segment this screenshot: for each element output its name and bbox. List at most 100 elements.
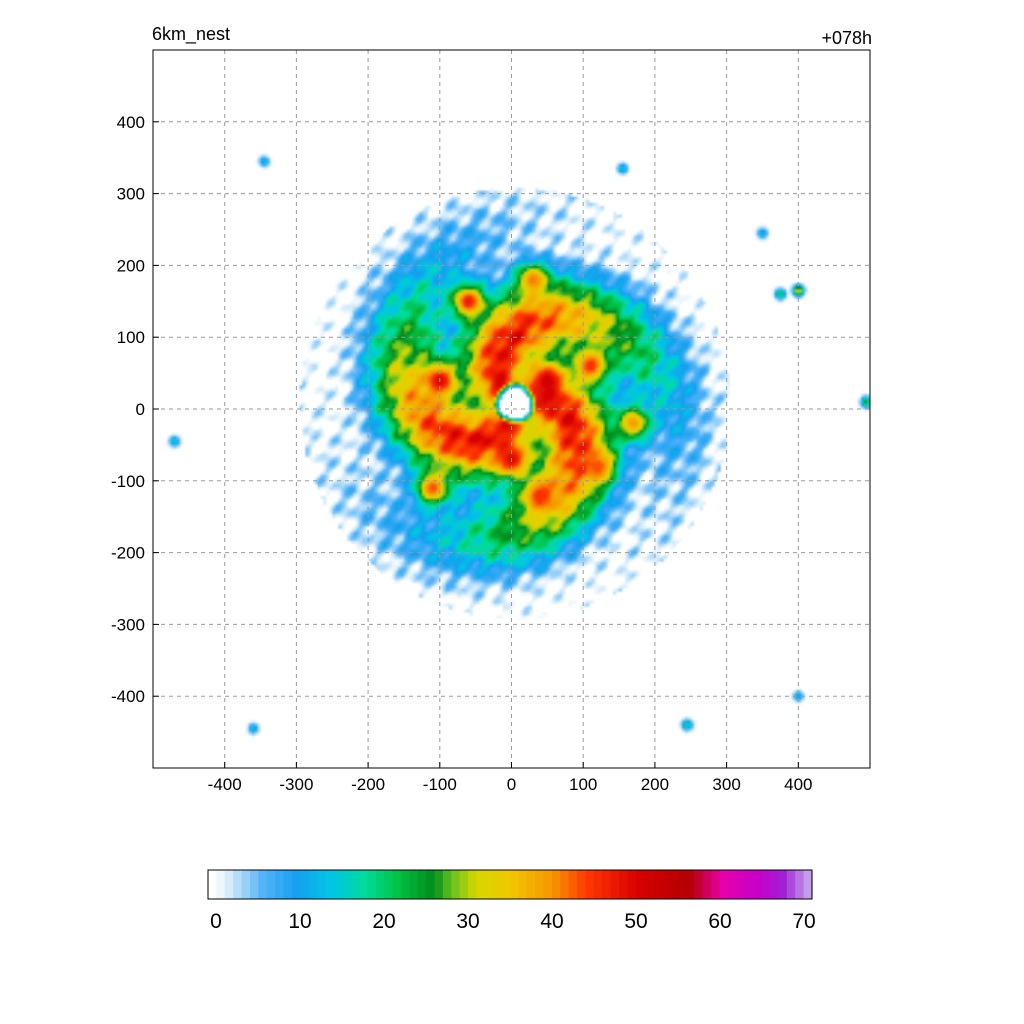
colorbar-segment	[551, 870, 561, 899]
colorbar-segment	[342, 870, 352, 899]
colorbar-segment	[619, 870, 629, 899]
colorbar-tick-label: 0	[210, 910, 222, 933]
colorbar-segment	[501, 870, 511, 899]
colorbar-segment	[442, 870, 452, 899]
forecast-time-label: +078h	[821, 28, 872, 48]
colorbar-tick-label: 60	[708, 910, 731, 933]
colorbar-segment	[702, 870, 712, 899]
colorbar-ticks: 0 10 20 30 40 50 60 70	[210, 910, 816, 933]
colorbar-segment	[568, 870, 578, 899]
colorbar-tick-label: 40	[540, 910, 563, 933]
y-tick-label: 200	[117, 256, 145, 275]
colorbar-segment	[627, 870, 637, 899]
colorbar-segment	[795, 870, 805, 899]
y-tick-label: -100	[111, 472, 145, 491]
colorbar-segment	[786, 870, 796, 899]
colorbar-segment	[359, 870, 368, 899]
colorbar-tick-label: 70	[792, 910, 815, 933]
chart-title: 6km_nest	[152, 24, 230, 45]
colorbar-segment	[468, 870, 478, 899]
colorbar-segment	[350, 870, 360, 899]
colorbar-segment	[585, 870, 595, 899]
x-tick-label: 400	[784, 775, 812, 794]
x-tick-label: 300	[712, 775, 740, 794]
colorbar-segment	[535, 870, 545, 899]
colorbar-segment	[224, 870, 234, 899]
colorbar-segment	[451, 870, 461, 899]
colorbar-segment	[291, 870, 301, 899]
colorbar-segment	[635, 870, 645, 899]
colorbar-segment	[728, 870, 738, 899]
y-tick-label: -300	[111, 615, 145, 634]
colorbar-segment	[325, 870, 335, 899]
colorbar-segment	[593, 870, 603, 899]
colorbar-segment	[753, 870, 763, 899]
colorbar-segment	[669, 870, 679, 899]
colorbar-segment	[560, 870, 570, 899]
colorbar-segment	[233, 870, 243, 899]
y-tick-label: 0	[136, 400, 145, 419]
colorbar-segment	[409, 870, 419, 899]
reflectivity-field	[153, 50, 870, 768]
x-tick-label: 200	[641, 775, 669, 794]
colorbar-segment	[249, 870, 259, 899]
colorbar-segment	[711, 870, 721, 899]
colorbar	[207, 869, 813, 900]
colorbar-segment	[459, 870, 469, 899]
colorbar-segment	[434, 870, 444, 899]
colorbar-segment	[317, 870, 327, 899]
colorbar-segment	[275, 870, 285, 899]
colorbar-segment	[694, 870, 704, 899]
colorbar-segment	[476, 870, 486, 899]
x-tick-label: -200	[351, 775, 385, 794]
colorbar-segment	[602, 870, 612, 899]
x-tick-label: -400	[208, 775, 242, 794]
y-tick-label: -400	[111, 687, 145, 706]
y-tick-label: 300	[117, 185, 145, 204]
colorbar-segment	[375, 870, 385, 899]
x-tick-label: -100	[423, 775, 457, 794]
colorbar-segment	[744, 870, 754, 899]
colorbar-segment	[610, 870, 620, 899]
colorbar-segment	[778, 870, 788, 899]
colorbar-segment	[367, 870, 377, 899]
colorbar-segment	[661, 870, 670, 899]
colorbar-segment	[417, 870, 427, 899]
colorbar-segment	[518, 870, 528, 899]
colorbar-segment	[510, 870, 519, 899]
x-axis: -400 -300 -200 -100 0 100 200 300 400	[208, 762, 812, 794]
colorbar-segment	[384, 870, 394, 899]
colorbar-tick-label: 30	[456, 910, 479, 933]
colorbar-segment	[426, 870, 436, 899]
colorbar-tick-label: 20	[372, 910, 395, 933]
colorbar-segment	[803, 870, 813, 899]
colorbar-segment	[283, 870, 293, 899]
colorbar-segment	[208, 870, 217, 899]
colorbar-segment	[400, 870, 410, 899]
x-tick-label: 0	[507, 775, 516, 794]
colorbar-segment	[543, 870, 553, 899]
y-axis: 400 300 200 100 0 -100 -200 -300 -400	[111, 113, 159, 706]
y-tick-label: -200	[111, 544, 145, 563]
colorbar-segment	[333, 870, 343, 899]
colorbar-segment	[300, 870, 310, 899]
colorbar-tick-label: 50	[624, 910, 647, 933]
y-tick-label: 400	[117, 113, 145, 132]
colorbar-segment	[686, 870, 696, 899]
colorbar-segment	[644, 870, 654, 899]
colorbar-segment	[308, 870, 318, 899]
colorbar-segment	[266, 870, 276, 899]
x-tick-label: 100	[569, 775, 597, 794]
colorbar-segment	[493, 870, 503, 899]
x-tick-label: -300	[279, 775, 313, 794]
colorbar-segment	[484, 870, 494, 899]
colorbar-segment	[526, 870, 536, 899]
colorbar-segment	[677, 870, 687, 899]
colorbar-segment	[719, 870, 729, 899]
colorbar-segment	[392, 870, 402, 899]
colorbar-segment	[736, 870, 746, 899]
colorbar-segment	[216, 870, 226, 899]
colorbar-segment	[652, 870, 662, 899]
colorbar-segment	[241, 870, 251, 899]
